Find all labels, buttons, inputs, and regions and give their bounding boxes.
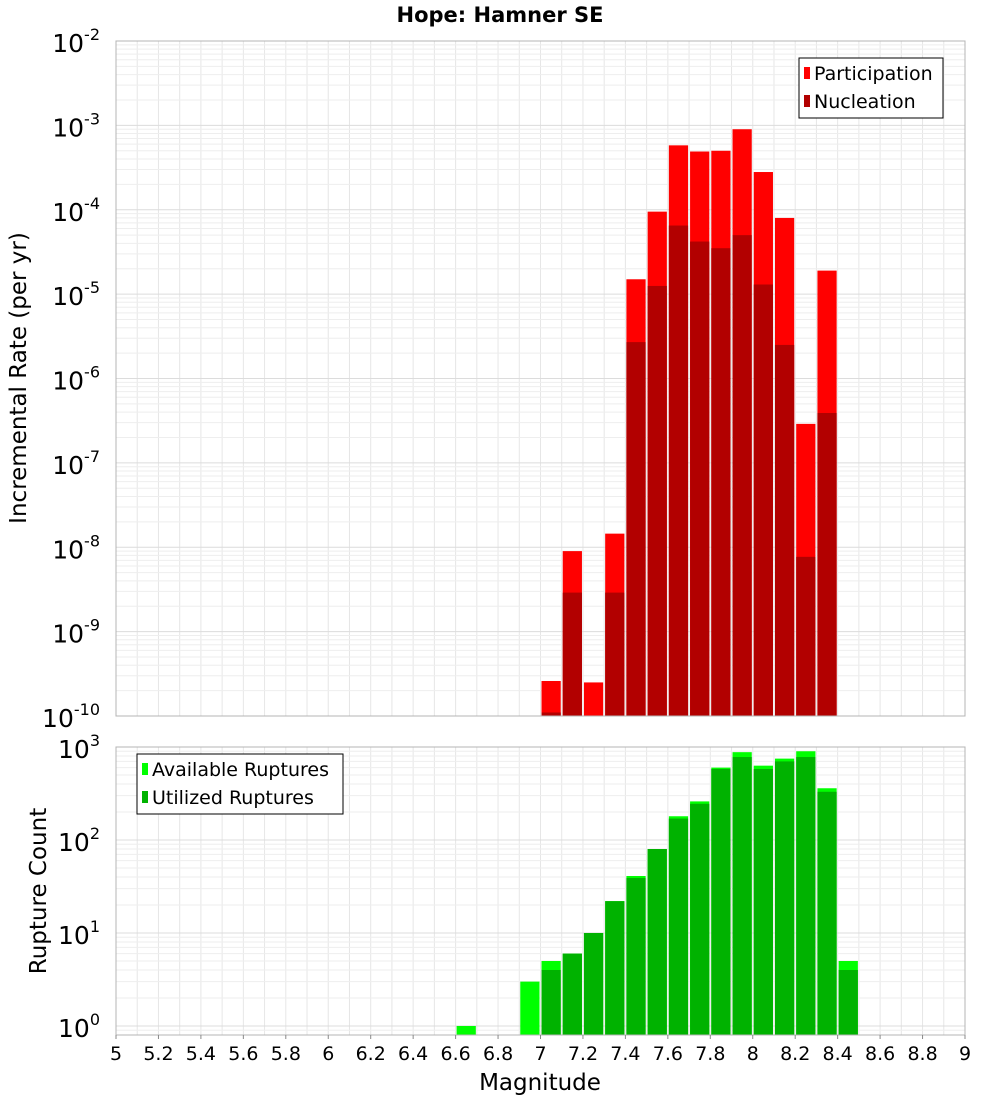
top-y-tick-label: 10-5 [52,278,100,311]
top-legend-swatch [804,67,810,79]
top-bar-a [583,682,604,716]
top-legend-box [798,57,944,119]
top-y-tick-label: 10-3 [52,109,100,142]
top-y-tick-label: 10-8 [52,531,100,564]
top-legend-label: Participation [814,63,933,85]
bottom-legend-label: Available Ruptures [152,759,329,781]
top-bar-b [774,344,795,716]
bottom-y-tick-label: 103 [58,731,100,764]
top-bar-b [817,413,837,716]
bottom-bar-b [541,969,561,1035]
x-tick-label: 5.4 [186,1043,216,1065]
x-tick-label: 6.2 [356,1043,386,1065]
bottom-bar-b [562,953,582,1035]
top-bar-b [626,342,646,716]
x-tick-label: 6.6 [440,1043,470,1065]
bottom-plot: 103 102 101 100 Available Ruptures Utilized R… [58,731,966,1043]
x-tick-label: 6.4 [398,1043,428,1065]
bottom-bar-b [690,803,710,1035]
top-bar-b [647,285,667,716]
top-bar-b [796,556,816,716]
x-tick-labels: 5 5.2 5.4 5.6 5.8 6 6.2 6.4 6.6 6.8 7 7.2 7.4 7.6 7.8 8… [110,1035,971,1065]
bottom-bar-a [456,1025,476,1035]
bottom-bar-b [647,849,667,1035]
bottom-bar-b [774,761,795,1035]
top-y-axis-label: Incremental Rate (per yr) [6,232,32,524]
top-bar-b [732,235,752,716]
x-tick-label: 8.8 [907,1043,937,1065]
x-tick-label: 8 [747,1043,759,1065]
bottom-bar-a [520,981,540,1035]
x-tick-label: 5 [110,1043,122,1065]
x-tick-label: 8.6 [865,1043,895,1065]
top-bar-b [562,592,582,716]
bottom-legend-swatch [142,791,148,803]
x-axis-label: Magnitude [479,1070,601,1096]
top-y-tick-label: 10-2 [52,25,100,58]
x-tick-label: 5.6 [228,1043,258,1065]
bottom-bar-b [817,791,837,1035]
bottom-legend-box [136,753,344,815]
top-y-tick-label: 10-9 [52,616,100,649]
top-legend-swatch [804,95,810,107]
bottom-bar-b [838,969,858,1035]
bottom-bar-b [753,769,773,1035]
x-tick-label: 7.6 [653,1043,683,1065]
x-tick-label: 7 [534,1043,546,1065]
bottom-y-tick-label: 100 [58,1010,100,1043]
top-y-tick-label: 10-7 [52,447,100,480]
top-legend-label: Nucleation [814,91,916,113]
x-tick-label: 9 [959,1043,971,1065]
top-plot-frame [115,40,966,717]
top-plot: 10-2 10-3 10-4 10-5 10-6 10-7 10-8 10-9 10-10 Par… [42,25,966,733]
top-bar-b [711,248,731,717]
x-tick-label: 8.4 [823,1043,853,1065]
top-bar-b [690,241,710,717]
bottom-bar-b [668,818,689,1035]
bottom-y-tick-label: 101 [58,917,100,950]
top-y-tick-label: 10-10 [42,700,100,733]
x-tick-label: 6 [322,1043,334,1065]
top-bar-a [541,680,561,716]
top-bar-b [605,592,625,716]
bottom-bar-b [605,901,625,1035]
x-tick-label: 5.8 [271,1043,301,1065]
top-bar-b [668,225,689,716]
x-tick-label: 5.2 [143,1043,173,1065]
bottom-legend-label: Utilized Ruptures [152,787,314,809]
bottom-bar-b [732,757,752,1035]
x-tick-label: 7.2 [568,1043,598,1065]
bottom-y-axis-label: Rupture Count [26,808,52,974]
x-tick-label: 8.2 [780,1043,810,1065]
x-tick-label: 7.8 [695,1043,725,1065]
bottom-legend-swatch [142,763,148,775]
bottom-bar-b [583,932,604,1035]
x-tick-label: 7.4 [610,1043,640,1065]
top-y-tick-label: 10-6 [52,363,100,396]
top-bar-b [541,712,561,716]
top-bar-b [753,284,773,716]
x-tick-label: 6.8 [483,1043,513,1065]
top-y-tick-label: 10-4 [52,194,100,227]
bottom-bar-b [711,769,731,1035]
chart-title: Hope: Hamner SE [397,3,604,27]
bottom-y-tick-label: 102 [58,824,100,857]
bottom-bar-b [626,878,646,1035]
bottom-bar-b [796,757,816,1035]
